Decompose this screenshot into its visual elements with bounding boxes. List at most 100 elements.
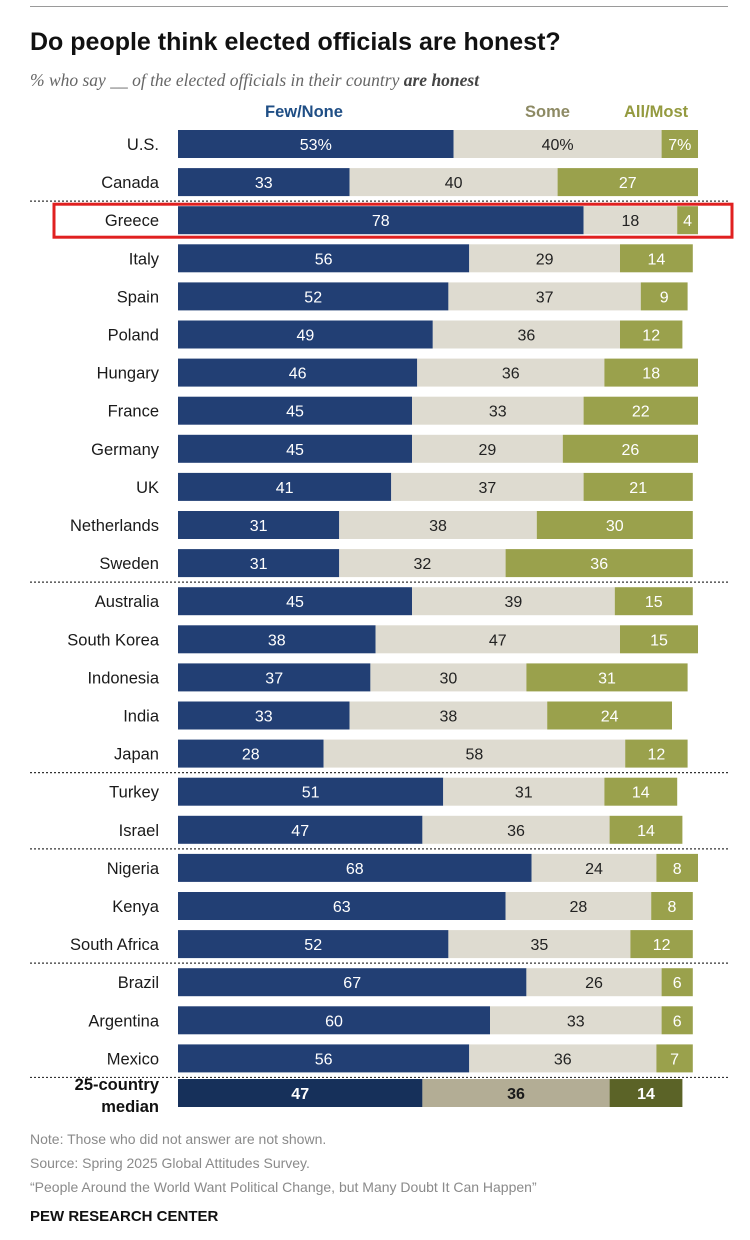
bar-france-all-most xyxy=(583,396,698,425)
category-label-italy: Italy xyxy=(129,250,160,268)
bar-value-label: 45 xyxy=(286,594,304,611)
top-rule xyxy=(30,6,728,7)
bar-value-label: 67 xyxy=(343,975,361,992)
category-label-nigeria: Nigeria xyxy=(107,860,160,878)
bar-value-label: 46 xyxy=(289,366,307,383)
median-label-line1: 25-country xyxy=(75,1076,160,1094)
bar-value-label: 4 xyxy=(683,213,692,230)
bar-value-label: 31 xyxy=(250,556,268,573)
chart-title: Do people think elected officials are ho… xyxy=(30,28,561,56)
bar-value-label: 38 xyxy=(429,518,447,535)
bar-value-label: 30 xyxy=(606,518,624,535)
bar-value-label: 28 xyxy=(570,899,588,916)
bar-spain-all-most xyxy=(640,282,688,311)
bar-nigeria-few-none xyxy=(178,853,532,882)
bar-value-label: 60 xyxy=(325,1013,343,1030)
bar-value-label: 12 xyxy=(648,747,666,764)
bar-value-label: 58 xyxy=(466,747,484,764)
bar-france-few-none xyxy=(178,396,412,425)
bar-value-label: 37 xyxy=(536,289,554,306)
bar-value-label: 36 xyxy=(554,1051,572,1068)
bar-kenya-all-most xyxy=(651,892,693,920)
bar-value-label: 12 xyxy=(642,328,660,345)
bar-netherlands-few-none xyxy=(178,511,340,539)
bar-japan-all-most xyxy=(625,739,688,768)
bar-value-label: 28 xyxy=(242,747,260,764)
bar-italy-few-none xyxy=(178,244,470,273)
bar-sweden-some xyxy=(339,549,506,578)
bar-france-some xyxy=(412,396,584,425)
bar-value-label: 37 xyxy=(265,670,283,687)
category-label-greece: Greece xyxy=(105,212,159,230)
bar-value-label: 63 xyxy=(333,899,351,916)
bar-value-label: 78 xyxy=(372,213,390,230)
bar-australia-all-most xyxy=(614,587,693,616)
bar-australia-some xyxy=(412,587,615,616)
bar-germany-some xyxy=(412,434,563,463)
bar-value-label: 26 xyxy=(622,442,640,459)
bar-u-s-few-none xyxy=(178,130,454,158)
bar-value-label: 29 xyxy=(536,251,554,268)
bar-value-label: 31 xyxy=(515,785,533,802)
bar-netherlands-all-most xyxy=(536,511,693,539)
bar-nigeria-some xyxy=(531,853,657,882)
category-label-uk: UK xyxy=(136,479,159,497)
bar-south-africa-some xyxy=(448,930,631,959)
bar-value-label: 14 xyxy=(637,823,655,840)
note-text: Note: Those who did not answer are not s… xyxy=(30,1131,327,1147)
bar-value-label: 15 xyxy=(650,632,668,649)
category-label-brazil: Brazil xyxy=(118,974,159,992)
category-label-u-s: U.S. xyxy=(127,136,159,154)
bar-value-label: 39 xyxy=(505,594,523,611)
bar-brazil-all-most xyxy=(661,968,693,997)
bar-spain-few-none xyxy=(178,282,449,311)
chart-subtitle: % who say __ of the elected officials in… xyxy=(30,70,479,91)
bar-turkey-some xyxy=(443,777,605,806)
category-label-mexico: Mexico xyxy=(107,1050,159,1068)
category-label-india: India xyxy=(123,708,160,726)
bar-value-label: 40 xyxy=(445,175,463,192)
median-value-label: 14 xyxy=(637,1086,655,1103)
category-label-canada: Canada xyxy=(101,174,160,192)
bar-south-africa-all-most xyxy=(630,930,693,959)
bar-netherlands-some xyxy=(339,511,537,539)
median-bar-all-most xyxy=(609,1079,683,1107)
bar-value-label: 6 xyxy=(673,975,682,992)
bar-germany-few-none xyxy=(178,434,412,463)
bar-kenya-some xyxy=(505,892,652,920)
bar-value-label: 36 xyxy=(507,823,525,840)
bar-u-s-some xyxy=(453,130,662,158)
median-label-line2: median xyxy=(101,1098,159,1116)
bar-value-label: 32 xyxy=(414,556,432,573)
bar-value-label: 51 xyxy=(302,785,320,802)
bar-india-some xyxy=(349,701,548,730)
bar-value-label: 31 xyxy=(250,518,268,535)
bar-hungary-some xyxy=(417,358,605,387)
bar-value-label: 31 xyxy=(598,670,616,687)
bar-value-label: 56 xyxy=(315,1051,333,1068)
bar-canada-all-most xyxy=(557,168,698,197)
bar-greece-few-none xyxy=(178,206,584,235)
bar-uk-all-most xyxy=(583,472,693,501)
bar-value-label: 47 xyxy=(489,632,507,649)
bar-turkey-all-most xyxy=(604,777,678,806)
category-label-kenya: Kenya xyxy=(112,898,160,916)
bar-greece-some xyxy=(583,206,678,235)
bar-value-label: 33 xyxy=(255,175,273,192)
bar-value-label: 14 xyxy=(632,785,650,802)
bar-value-label: 15 xyxy=(645,594,663,611)
subtitle-emphasis: are honest xyxy=(403,70,480,90)
bar-south-korea-some xyxy=(375,625,620,654)
bar-japan-some xyxy=(323,739,626,768)
bar-canada-few-none xyxy=(178,168,350,197)
legend-all-most: All/Most xyxy=(624,103,689,121)
bar-germany-all-most xyxy=(562,434,698,463)
bar-argentina-few-none xyxy=(178,1006,490,1035)
category-label-germany: Germany xyxy=(91,441,160,459)
bar-brazil-some xyxy=(526,968,662,997)
bar-turkey-few-none xyxy=(178,777,444,806)
highlight-box xyxy=(52,202,734,239)
bar-israel-some xyxy=(422,815,610,844)
bar-value-label: 38 xyxy=(440,709,458,726)
bar-value-label: 33 xyxy=(489,404,507,421)
